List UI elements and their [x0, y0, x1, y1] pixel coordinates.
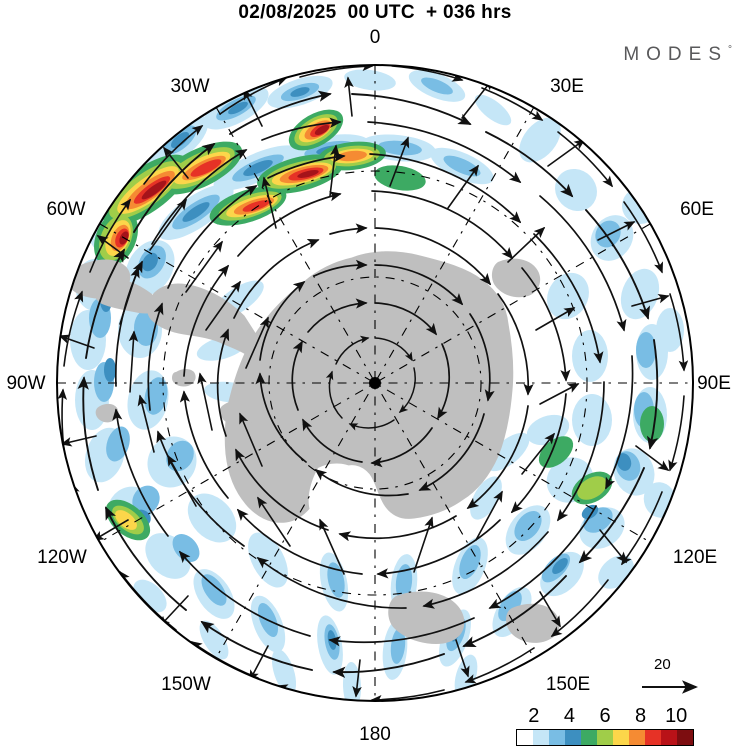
west-ice-shelf — [66, 259, 131, 299]
lon-label-90e: 90E — [697, 373, 731, 394]
colorbar-segment-5 — [597, 730, 613, 745]
colorbar-segment-4 — [581, 730, 597, 745]
field-level-2 — [89, 77, 656, 664]
lon-label-0: 0 — [370, 27, 381, 48]
vector-scale-label: 20 — [654, 656, 671, 673]
colorbar-tick-4: 4 — [563, 705, 575, 727]
colorbar-tick-2: 2 — [528, 705, 540, 727]
copyright-icon: ° — [728, 44, 732, 56]
wind-vectors — [57, 65, 689, 701]
lon-label-120e: 120E — [673, 547, 717, 568]
meridian-60e-120w — [99, 223, 651, 543]
colorbar-segment-7 — [629, 730, 645, 745]
south-pole-marker — [369, 377, 381, 389]
lon-label-60e: 60E — [680, 199, 714, 220]
coast-fragment-south — [388, 591, 465, 644]
lon-label-60w: 60W — [46, 199, 85, 220]
lon-label-120w: 120W — [37, 547, 87, 568]
colorbar-tick-10: 10 — [665, 705, 688, 727]
meridian-30e-150w — [215, 106, 535, 659]
coast-fragment-ne — [491, 258, 541, 298]
lon-label-150e: 150E — [546, 674, 590, 695]
longitude-labels: 0 30E 60E 90E 120E 150E 180 150W 120W 90… — [6, 27, 730, 745]
colorbar-segment-2 — [549, 730, 565, 745]
lon-label-30e: 30E — [550, 76, 584, 97]
colorbar-segment-10 — [677, 730, 693, 745]
vector-scale-legend: 20 — [640, 656, 730, 696]
lon-label-30w: 30W — [170, 76, 209, 97]
colorbar-segment-1 — [533, 730, 549, 745]
lon-label-180: 180 — [359, 724, 391, 745]
meridian-60w-120e — [99, 223, 651, 543]
map-boundary-circle — [56, 64, 694, 702]
colorbar-tick-8: 8 — [635, 705, 647, 727]
colorbar-ticks: 2 4 6 8 10 — [516, 705, 694, 729]
lon-label-150w: 150W — [161, 674, 211, 695]
page-title: 02/08/2025 00 UTC + 036 hrs — [238, 2, 512, 23]
modes-logo: MODES° — [623, 44, 732, 66]
field-level-9 — [119, 124, 330, 245]
scalar-field — [70, 68, 684, 701]
colorbar — [516, 729, 694, 746]
coast-fragment-east — [506, 603, 560, 643]
colorbar-segment-8 — [645, 730, 661, 745]
colorbar-segment-0 — [517, 730, 533, 745]
colorbar-segment-6 — [613, 730, 629, 745]
colorbar-segment-9 — [661, 730, 677, 745]
vector-scale-arrow — [642, 680, 698, 694]
island-b — [172, 369, 196, 387]
brand-text: MODES — [623, 44, 728, 65]
colorbar-segment-3 — [565, 730, 581, 745]
colorbar-tick-6: 6 — [599, 705, 611, 727]
lon-label-90w: 90W — [6, 373, 45, 394]
